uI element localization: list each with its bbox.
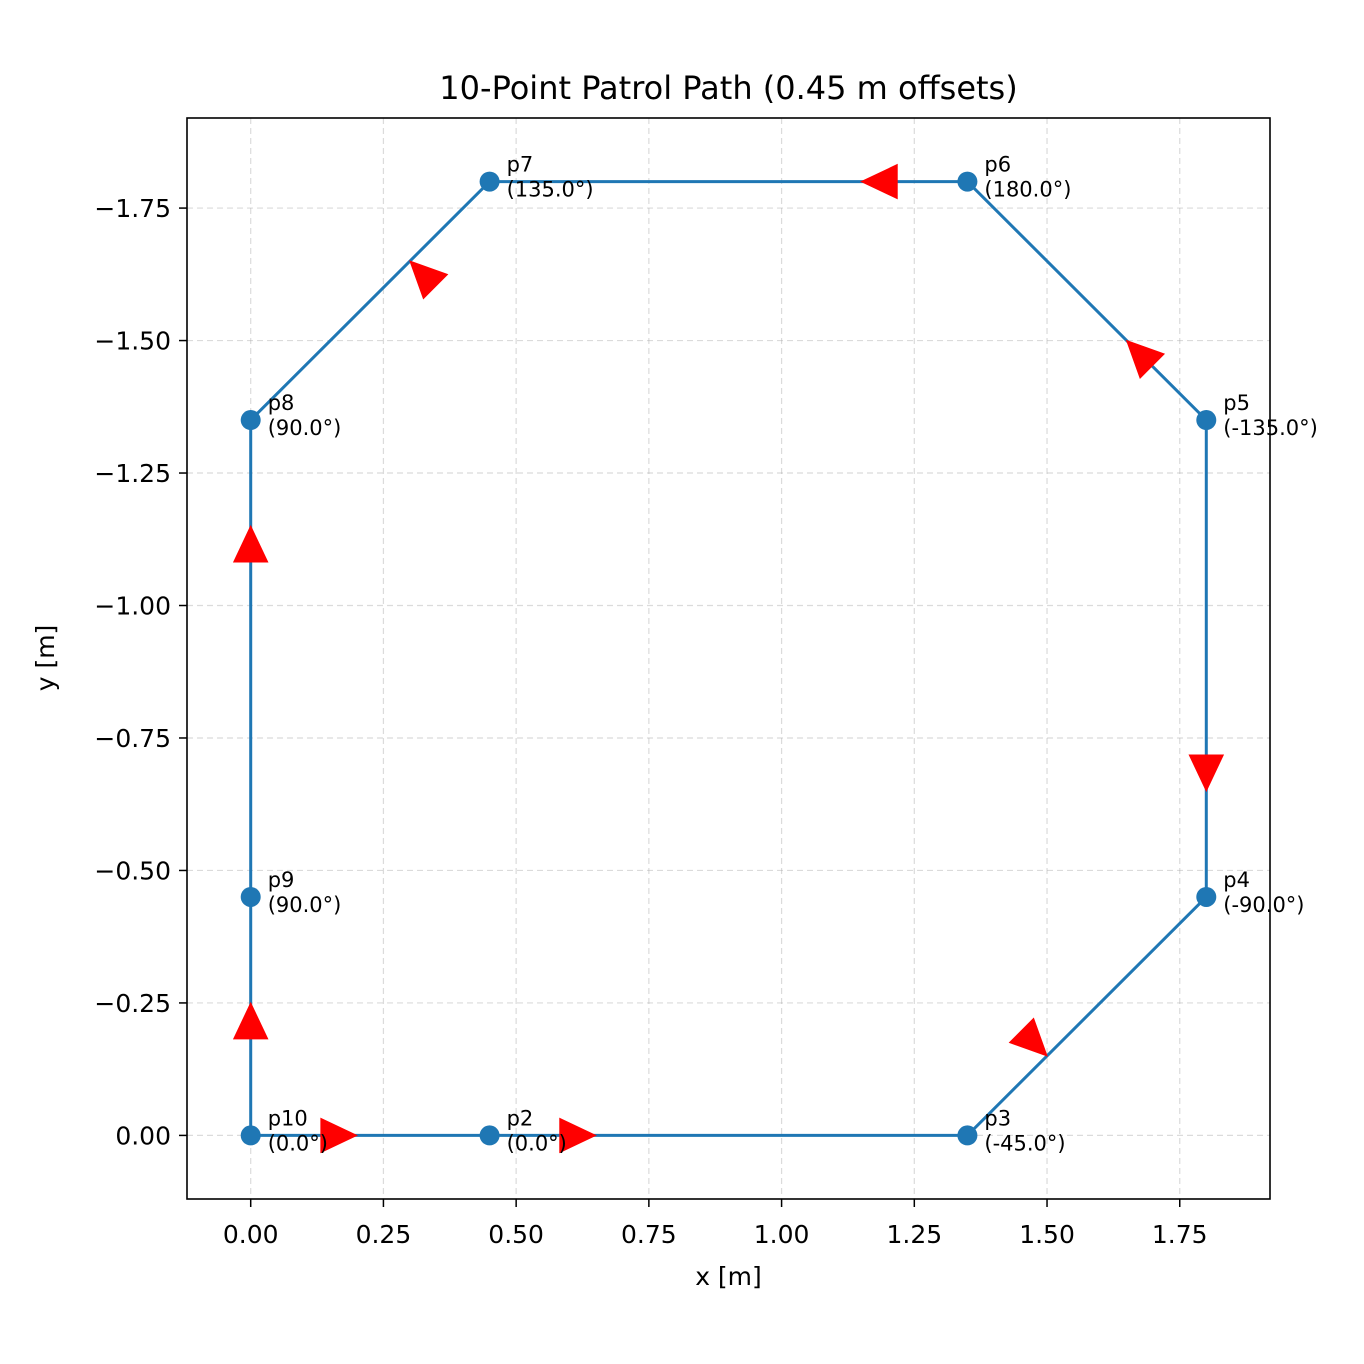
waypoint-heading-label: (-90.0°) bbox=[1223, 893, 1304, 917]
y-tick-label: −1.75 bbox=[94, 194, 171, 223]
y-tick-label: 0.00 bbox=[115, 1121, 171, 1150]
direction-arrow bbox=[1008, 1017, 1048, 1057]
direction-arrow bbox=[860, 163, 898, 200]
x-tick-label: 1.75 bbox=[1152, 1220, 1208, 1249]
x-tick-label: 0.25 bbox=[356, 1220, 412, 1249]
arrow-layer bbox=[232, 163, 1225, 1154]
waypoint-name-label: p5 bbox=[1223, 391, 1250, 415]
arrow-head bbox=[232, 1001, 269, 1040]
direction-arrow bbox=[320, 1117, 359, 1154]
grid bbox=[187, 118, 1270, 1199]
arrow-head bbox=[409, 260, 449, 300]
x-axis-label: x [m] bbox=[695, 1262, 762, 1291]
waypoint-marker bbox=[479, 171, 500, 192]
y-tick-label: −0.25 bbox=[94, 989, 171, 1018]
y-tick-label: −1.00 bbox=[94, 592, 171, 621]
direction-arrow bbox=[1125, 339, 1166, 379]
waypoint-name-label: p3 bbox=[984, 1106, 1011, 1130]
chart-title: 10-Point Patrol Path (0.45 m offsets) bbox=[439, 69, 1017, 107]
waypoint-marker bbox=[479, 1125, 500, 1146]
y-tick-label: −0.75 bbox=[94, 724, 171, 753]
direction-arrow bbox=[559, 1117, 597, 1154]
plot-frame bbox=[186, 117, 1271, 1200]
x-tick-label: 1.25 bbox=[886, 1220, 942, 1249]
waypoint-name-label: p10 bbox=[268, 1106, 308, 1130]
waypoint-marker bbox=[240, 886, 261, 907]
waypoint-heading-label: (180.0°) bbox=[984, 178, 1071, 202]
direction-arrow bbox=[232, 1001, 269, 1040]
arrow-head bbox=[860, 163, 898, 200]
y-tick-label: −0.50 bbox=[94, 856, 171, 885]
x-tick-label: 0.00 bbox=[223, 1220, 279, 1249]
waypoint-name-label: p7 bbox=[507, 153, 534, 177]
direction-arrow bbox=[232, 524, 269, 563]
waypoint-heading-label: (-45.0°) bbox=[984, 1131, 1065, 1155]
x-tick-label: 1.00 bbox=[754, 1220, 810, 1249]
waypoint-name-label: p8 bbox=[268, 391, 295, 415]
waypoint-marker bbox=[1196, 410, 1217, 431]
waypoint-heading-label: (90.0°) bbox=[268, 416, 342, 440]
direction-arrow bbox=[409, 260, 449, 300]
waypoint-marker bbox=[1196, 886, 1217, 907]
y-tick-label: −1.25 bbox=[94, 459, 171, 488]
x-tick-label: 0.75 bbox=[621, 1220, 677, 1249]
waypoint-name-label: p6 bbox=[984, 153, 1011, 177]
arrow-head bbox=[559, 1117, 597, 1154]
waypoint-marker bbox=[957, 171, 978, 192]
waypoint-heading-label: (0.0°) bbox=[268, 1131, 328, 1155]
arrow-head bbox=[1008, 1017, 1048, 1057]
x-tick-label: 1.50 bbox=[1019, 1220, 1075, 1249]
waypoint-name-label: p9 bbox=[268, 868, 295, 892]
waypoint-marker bbox=[240, 410, 261, 431]
waypoint-name-label: p2 bbox=[507, 1106, 534, 1130]
y-tick-label: −1.50 bbox=[94, 327, 171, 356]
point-layer: p10(0.0°)p2(0.0°)p3(-45.0°)p4(-90.0°)p5(… bbox=[240, 153, 1318, 1155]
patrol-path-line bbox=[249, 180, 1208, 1137]
direction-arrow bbox=[1188, 754, 1225, 793]
waypoint-marker bbox=[240, 1125, 261, 1146]
path-line-layer bbox=[249, 180, 1208, 1137]
arrow-head bbox=[232, 524, 269, 563]
arrow-head bbox=[320, 1117, 359, 1154]
waypoint-heading-label: (135.0°) bbox=[507, 178, 594, 202]
x-tick-label: 0.50 bbox=[488, 1220, 544, 1249]
arrow-head bbox=[1125, 339, 1166, 379]
y-axis-label: y [m] bbox=[31, 625, 60, 692]
tick-layer: 0.00 0.25 0.50 0.75 1.00 1.25 1.50 1.75 0.00 −0.2… bbox=[94, 194, 1207, 1249]
waypoint-heading-label: (90.0°) bbox=[268, 893, 342, 917]
waypoint-name-label: p4 bbox=[1223, 868, 1250, 892]
waypoint-heading-label: (0.0°) bbox=[507, 1131, 567, 1155]
waypoint-marker bbox=[957, 1125, 978, 1146]
arrow-head bbox=[1188, 754, 1225, 793]
